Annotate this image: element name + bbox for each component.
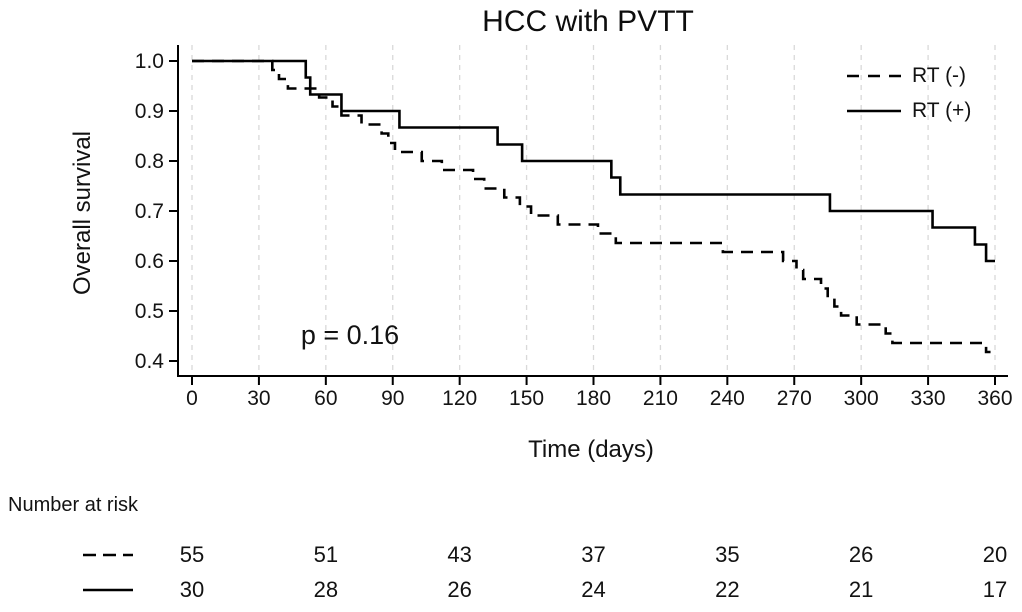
svg-text:0.9: 0.9	[135, 100, 164, 123]
legend-label: RT (-)	[912, 64, 967, 87]
y-axis-label: Overall survival	[69, 130, 96, 296]
svg-text:330: 330	[911, 387, 946, 410]
legend: RT (-) RT (+)	[846, 62, 971, 125]
svg-text:0.4: 0.4	[135, 350, 165, 373]
svg-text:30: 30	[247, 387, 270, 410]
solid-line-marker-icon	[83, 588, 133, 592]
risk-value: 26	[848, 542, 874, 567]
svg-text:210: 210	[643, 387, 678, 410]
risk-row-rt-negative: 55 51 43 37 35 26 20	[0, 541, 1022, 569]
svg-text:180: 180	[576, 387, 611, 410]
svg-text:60: 60	[314, 387, 337, 410]
risk-value: 30	[179, 577, 205, 602]
dashed-line-marker-icon	[847, 74, 901, 78]
risk-value: 35	[715, 542, 740, 567]
risk-value: 22	[715, 577, 740, 602]
svg-text:120: 120	[442, 387, 477, 410]
svg-text:240: 240	[710, 387, 745, 410]
svg-text:270: 270	[777, 387, 812, 410]
svg-text:0.7: 0.7	[135, 200, 164, 223]
risk-table-label: Number at risk	[8, 494, 139, 516]
p-value-annotation: p = 0.16	[300, 320, 400, 350]
risk-value: 20	[982, 542, 1008, 567]
svg-text:0.6: 0.6	[135, 250, 164, 273]
risk-value: 43	[447, 542, 472, 567]
svg-text:0.8: 0.8	[135, 150, 164, 173]
dashed-line-marker-icon	[83, 553, 133, 557]
risk-value: 24	[581, 577, 606, 602]
svg-text:0: 0	[186, 387, 198, 410]
risk-value: 37	[581, 542, 606, 567]
legend-label: RT (+)	[912, 99, 972, 122]
risk-value: 51	[313, 542, 339, 567]
solid-line-marker-icon	[847, 109, 901, 113]
svg-text:360: 360	[977, 387, 1012, 410]
legend-item-rt-negative: RT (-)	[846, 62, 971, 90]
risk-value: 21	[848, 577, 874, 602]
risk-value: 55	[179, 542, 205, 567]
risk-value: 28	[313, 577, 339, 602]
risk-value: 26	[447, 577, 472, 602]
risk-value: 17	[982, 577, 1008, 602]
chart-title: HCC with PVTT	[482, 5, 694, 38]
svg-text:0.5: 0.5	[135, 300, 164, 323]
legend-item-rt-positive: RT (+)	[846, 97, 971, 125]
svg-text:300: 300	[844, 387, 879, 410]
svg-text:150: 150	[509, 387, 544, 410]
svg-text:1.0: 1.0	[135, 50, 164, 73]
svg-text:90: 90	[381, 387, 404, 410]
risk-row-rt-positive: 30 28 26 24 22 21 17	[0, 576, 1022, 604]
x-axis-label: Time (days)	[528, 436, 654, 463]
